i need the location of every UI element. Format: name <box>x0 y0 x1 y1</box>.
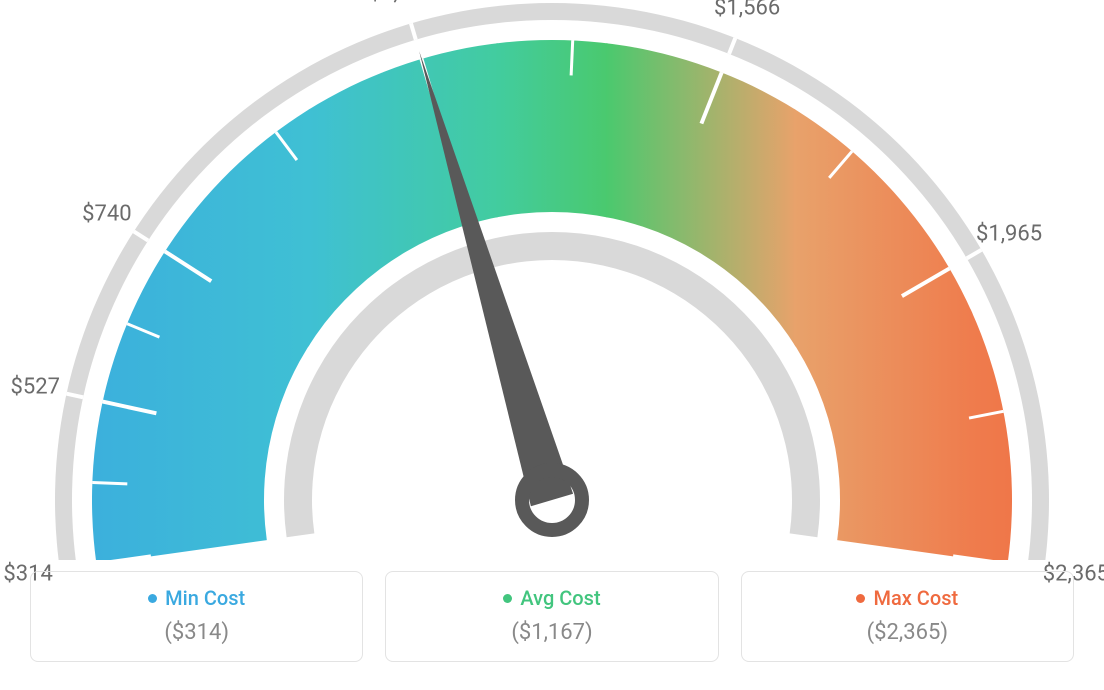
legend-card-min: Min Cost ($314) <box>30 571 363 662</box>
legend-title-avg: Avg Cost <box>503 586 600 610</box>
gauge-chart <box>0 0 1104 560</box>
dot-icon <box>503 594 512 603</box>
tick-label: $740 <box>82 202 131 227</box>
legend-title-text: Min Cost <box>165 586 245 610</box>
legend-title-max: Max Cost <box>856 586 958 610</box>
chart-container: $314$527$740$1,167$1,566$1,965$2,365 Min… <box>0 0 1104 690</box>
tick-label: $1,965 <box>976 221 1042 246</box>
legend-card-avg: Avg Cost ($1,167) <box>385 571 718 662</box>
legend-row: Min Cost ($314) Avg Cost ($1,167) Max Co… <box>30 571 1074 662</box>
legend-value-min: ($314) <box>41 620 352 645</box>
gauge-svg <box>0 0 1104 560</box>
legend-value-max: ($2,365) <box>752 620 1063 645</box>
tick-label: $1,167 <box>369 0 435 5</box>
dot-icon <box>856 594 865 603</box>
legend-value-avg: ($1,167) <box>396 620 707 645</box>
tick-label: $527 <box>11 374 60 399</box>
legend-title-text: Max Cost <box>873 586 958 610</box>
tick-label: $1,566 <box>714 0 780 21</box>
legend-title-min: Min Cost <box>148 586 245 610</box>
dot-icon <box>148 594 157 603</box>
legend-card-max: Max Cost ($2,365) <box>741 571 1074 662</box>
legend-title-text: Avg Cost <box>520 586 600 610</box>
